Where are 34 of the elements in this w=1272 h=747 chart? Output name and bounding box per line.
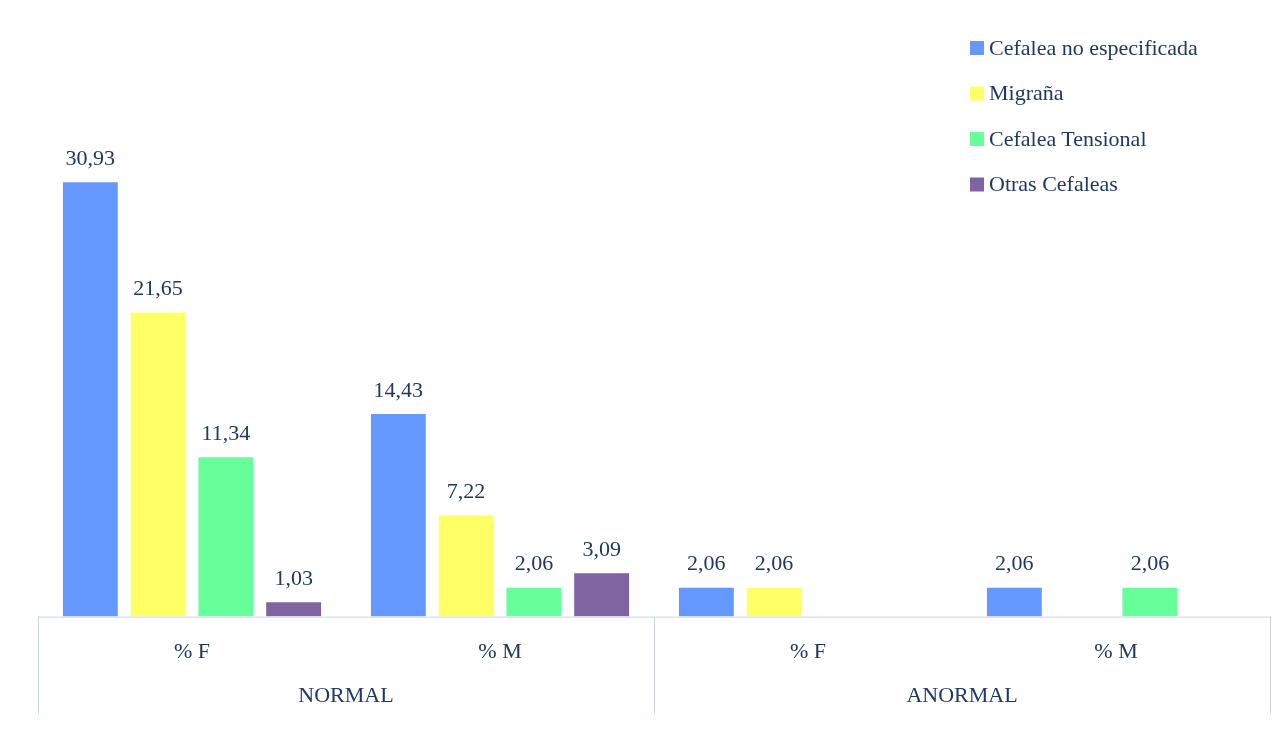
bar [266,602,322,617]
data-label: 7,22 [446,477,486,503]
data-label: 2,06 [754,550,794,576]
data-label: 2,06 [1130,550,1170,576]
bar [438,515,494,617]
text: ANORMAL [906,682,1018,708]
data-label: 14,43 [373,376,424,402]
data-label: 3,09 [582,535,621,561]
data-label: 21,65 [133,275,183,301]
data-label: 2,06 [995,550,1034,576]
bar [506,587,562,617]
legend-label: Otras Cefaleas [989,171,1118,197]
bar [678,587,734,617]
bar [370,413,426,617]
bar [574,573,630,617]
bar [746,587,802,617]
bar [1122,587,1178,617]
legend-label: Cefalea no especificada [989,34,1199,60]
x-tick-label: % F [173,637,211,663]
bar [986,587,1042,617]
data-label: 30,93 [65,144,116,170]
data-label: 11,34 [201,420,251,446]
bar [198,457,254,617]
data-label: 1,03 [274,564,313,590]
text: NORMAL [298,682,394,708]
x-tick-label: % M [1094,637,1138,663]
data-label: 2,06 [687,550,726,576]
legend-label: Migraña [989,80,1064,106]
x-tick-label: % M [478,637,522,663]
legend-label: Cefalea Tensional [989,125,1147,151]
x-tick-label: % F [789,637,827,663]
bar [130,312,186,617]
bar [62,182,118,617]
data-label: 2,06 [514,550,554,576]
